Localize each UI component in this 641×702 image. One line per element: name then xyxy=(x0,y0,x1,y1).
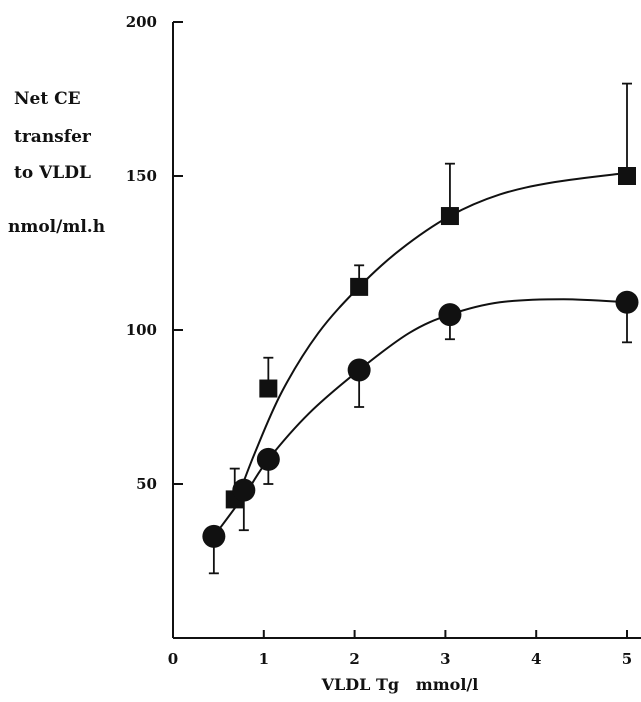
x-tick-label: 5 xyxy=(622,650,632,668)
x-tick-label: 0 xyxy=(168,650,178,668)
circle-series-fit-curve xyxy=(213,298,628,537)
y-axis-label-line-3: to VLDL xyxy=(14,163,91,183)
y-axis-label-line-1: Net CE xyxy=(14,89,81,109)
x-tick-label: 3 xyxy=(440,650,450,668)
square-data-point xyxy=(618,167,636,185)
error-bars xyxy=(208,82,632,575)
square-data-point xyxy=(440,207,459,226)
y-tick-label: 50 xyxy=(136,475,157,493)
axes xyxy=(172,21,641,639)
circle-data-point xyxy=(347,358,371,382)
fit-curves xyxy=(213,171,628,537)
square-data-point xyxy=(259,379,278,398)
x-tick-label: 1 xyxy=(259,650,269,668)
y-axis-unit-label: nmol/ml.h xyxy=(8,217,105,237)
circle-data-point xyxy=(202,524,226,548)
x-tick-label: 2 xyxy=(349,650,359,668)
y-tick-label: 150 xyxy=(126,167,157,185)
x-axis-label: VLDL Tg mmol/l xyxy=(321,675,479,694)
y-axis-label-line-2: transfer xyxy=(14,127,92,147)
circle-data-point xyxy=(232,478,256,502)
y-tick-label: 200 xyxy=(126,13,157,31)
square-series-fit-curve xyxy=(233,171,628,506)
square-data-point xyxy=(350,277,369,296)
circle-data-point xyxy=(615,290,639,314)
y-tick-label: 100 xyxy=(126,321,157,339)
circle-data-point xyxy=(438,303,462,327)
x-tick-label: 4 xyxy=(531,650,541,668)
circle-data-point xyxy=(256,447,280,471)
tick-labels: 50 100 150 200 0 1 2 3 4 5 xyxy=(126,13,633,668)
data-markers xyxy=(202,167,639,548)
